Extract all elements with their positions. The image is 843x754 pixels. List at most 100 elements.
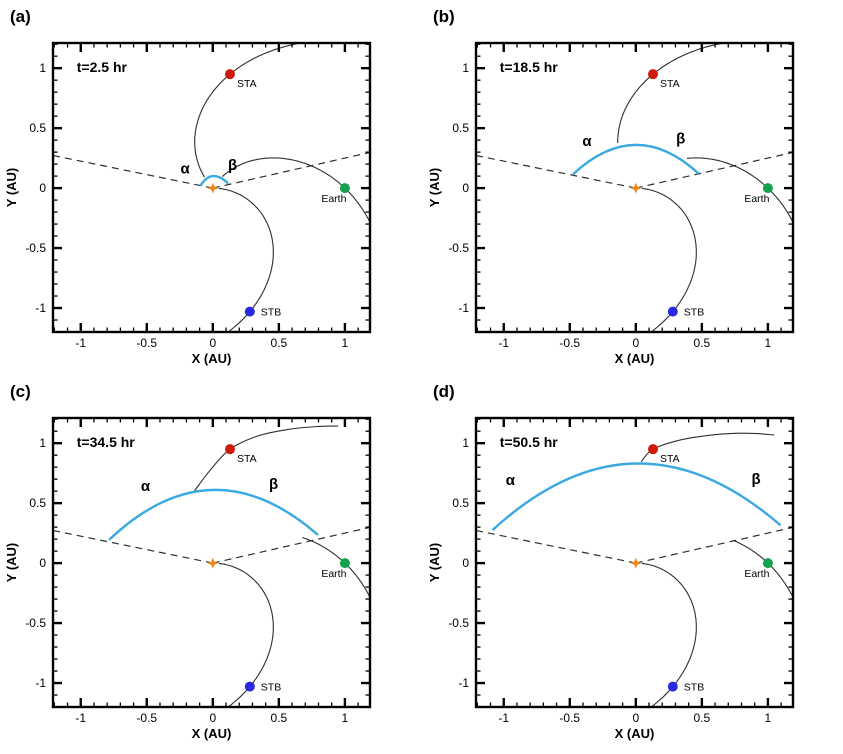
cme-flank-ray-right	[212, 151, 370, 189]
stb-label: STB	[684, 307, 704, 319]
field-line-earth	[686, 157, 793, 224]
x-tick-label: 0.5	[694, 711, 711, 725]
y-tick-label: 1	[39, 436, 46, 450]
y-tick-label: 1	[462, 61, 469, 75]
x-tick-label: 0.5	[694, 336, 711, 350]
x-axis-label: X (AU)	[615, 351, 655, 366]
earth-marker	[339, 183, 350, 194]
y-tick-label: 0.5	[452, 121, 469, 135]
x-tick-label: 0	[632, 336, 639, 350]
axis-ticks	[476, 418, 793, 708]
plot-area	[53, 425, 370, 707]
stb-marker	[244, 681, 255, 692]
sta-label: STA	[237, 453, 257, 465]
cme-flank-ray-left	[53, 529, 213, 564]
panel-c: STA Earth STB α β -1 -1 -0.5 -0.5 0 0 0.5 0.5 1 1 X (AU…	[4, 382, 372, 741]
x-tick-label: 0	[632, 711, 639, 725]
sta-marker	[224, 69, 235, 80]
y-tick-label: 0	[462, 556, 469, 570]
beta-flank-label: β	[228, 157, 237, 174]
x-tick-label: -0.5	[559, 711, 580, 725]
time-label: t=2.5 hr	[77, 59, 128, 75]
earth-label: Earth	[744, 568, 769, 580]
earth-label: Earth	[321, 193, 346, 205]
earth-marker	[339, 558, 350, 569]
x-tick-label: 0.5	[271, 711, 288, 725]
x-axis-label: X (AU)	[192, 351, 232, 366]
earth-label: Earth	[744, 193, 769, 205]
panel-letter: (b)	[433, 7, 455, 26]
sun-marker	[630, 557, 642, 569]
x-axis-label: X (AU)	[192, 726, 232, 741]
panel-a: STA Earth STB α β -1 -1 -0.5 -0.5 0 0 0.5 0.5 1 1 X (AU…	[4, 7, 372, 366]
y-tick-label: 0	[39, 181, 46, 195]
y-tick-label: 0.5	[452, 496, 469, 510]
x-tick-label: 1	[342, 711, 349, 725]
cme-flank-ray-right	[212, 526, 370, 564]
beta-flank-label: β	[676, 131, 685, 148]
time-label: t=50.5 hr	[500, 434, 559, 450]
sun-marker	[207, 557, 219, 569]
field-line-stb	[218, 187, 274, 332]
stb-marker	[244, 306, 255, 317]
x-tick-label: -0.5	[136, 711, 157, 725]
y-tick-label: -1	[35, 301, 46, 315]
y-tick-label: -0.5	[25, 616, 46, 630]
y-tick-label: 0.5	[29, 121, 46, 135]
y-axis-label: Y (AU)	[427, 168, 442, 207]
sta-label: STA	[237, 78, 257, 90]
stb-marker	[667, 681, 678, 692]
cme-flank-ray-left	[476, 529, 636, 564]
y-tick-label: -0.5	[25, 241, 46, 255]
panel-b: STA Earth STB α β -1 -1 -0.5 -0.5 0 0 0.5 0.5 1 1 X (AU…	[427, 7, 795, 366]
x-tick-label: -1	[75, 336, 86, 350]
alpha-flank-label: α	[141, 478, 151, 495]
cme-front-arc	[492, 462, 781, 531]
stb-label: STB	[261, 307, 281, 319]
stb-marker	[667, 306, 678, 317]
cme-front-arc	[108, 488, 319, 541]
stb-label: STB	[684, 682, 704, 694]
plot-area	[53, 43, 370, 332]
y-tick-label: -0.5	[448, 241, 469, 255]
sta-marker	[647, 69, 658, 80]
beta-flank-label: β	[269, 476, 278, 493]
panel-letter: (d)	[433, 382, 455, 401]
axis-ticks	[53, 418, 370, 708]
panel-d: STA Earth STB α β -1 -1 -0.5 -0.5 0 0 0.5 0.5 1 1 X (AU…	[427, 382, 795, 741]
field-line-earth	[221, 157, 370, 224]
axis-ticks	[476, 43, 793, 333]
y-tick-label: -1	[458, 301, 469, 315]
alpha-flank-label: α	[582, 133, 592, 150]
y-axis-label: Y (AU)	[4, 168, 19, 207]
stb-label: STB	[261, 682, 281, 694]
beta-flank-label: β	[751, 471, 760, 488]
sun-marker	[630, 182, 642, 194]
earth-marker	[762, 183, 773, 194]
field-line-sta	[617, 43, 728, 143]
field-line-stb	[218, 562, 274, 707]
y-tick-label: 1	[462, 436, 469, 450]
y-tick-label: -0.5	[448, 616, 469, 630]
axis-ticks	[53, 43, 370, 333]
x-tick-label: 0	[209, 336, 216, 350]
panel-letter: (a)	[10, 7, 31, 26]
alpha-flank-label: α	[506, 472, 516, 489]
field-line-sta	[194, 43, 305, 178]
x-tick-label: 1	[765, 336, 772, 350]
x-tick-label: -1	[498, 336, 509, 350]
x-tick-label: 0	[209, 711, 216, 725]
panel-letter: (c)	[10, 382, 31, 401]
sta-marker	[647, 444, 658, 455]
plot-area	[476, 43, 793, 332]
sun-marker	[207, 182, 219, 194]
y-tick-label: -1	[458, 676, 469, 690]
earth-marker	[762, 558, 773, 569]
field-line-sta	[193, 425, 339, 492]
time-label: t=18.5 hr	[500, 59, 559, 75]
y-tick-label: -1	[35, 676, 46, 690]
y-tick-label: 0	[462, 181, 469, 195]
x-tick-label: 1	[342, 336, 349, 350]
field-line-earth	[302, 536, 370, 599]
